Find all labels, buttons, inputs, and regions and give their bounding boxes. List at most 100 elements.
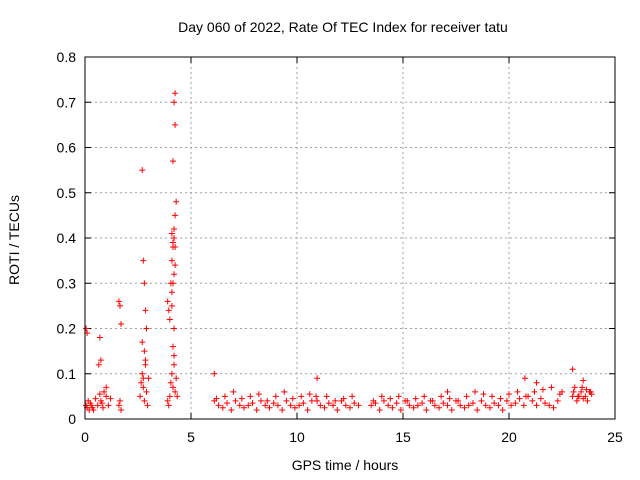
data-point: [96, 391, 103, 398]
data-point: [465, 402, 472, 409]
data-point: [171, 225, 178, 232]
data-point: [321, 404, 328, 411]
data-point: [107, 395, 114, 402]
data-point: [139, 370, 146, 377]
data-point: [165, 402, 172, 409]
chart-title: Day 060 of 2022, Rate Of TEC Index for r…: [178, 19, 508, 35]
data-point: [300, 400, 307, 407]
data-point: [393, 400, 400, 407]
y-tick-label: 0.5: [57, 185, 77, 201]
data-point: [457, 402, 464, 409]
data-point: [97, 357, 104, 364]
grid-lines: [85, 57, 615, 419]
data-point: [298, 393, 305, 400]
data-point: [115, 402, 122, 409]
data-point: [508, 402, 515, 409]
data-point: [279, 406, 286, 413]
data-point: [444, 402, 451, 409]
data-point: [169, 343, 176, 350]
data-point: [296, 402, 303, 409]
data-point: [164, 397, 171, 404]
data-point: [96, 334, 103, 341]
x-tick-label: 25: [607, 429, 623, 445]
data-point: [342, 402, 349, 409]
data-point: [283, 397, 290, 404]
data-point: [103, 393, 110, 400]
data-point: [100, 404, 107, 411]
data-point: [141, 348, 148, 355]
data-point: [172, 262, 179, 269]
data-point: [172, 121, 179, 128]
x-tick-label: 10: [289, 429, 305, 445]
data-point: [351, 400, 358, 407]
data-point: [171, 271, 178, 278]
data-point: [332, 397, 339, 404]
data-point: [469, 400, 476, 407]
data-point: [376, 406, 383, 413]
x-tick-label: 15: [395, 429, 411, 445]
data-point: [355, 402, 362, 409]
data-point: [140, 384, 147, 391]
data-point: [168, 302, 175, 309]
data-point: [495, 402, 502, 409]
plot-frame: [84, 56, 616, 420]
data-point: [139, 167, 146, 174]
data-point: [174, 393, 181, 400]
data-point: [168, 289, 175, 296]
y-axis-title: ROTI / TECUs: [6, 195, 22, 285]
data-point: [116, 302, 123, 309]
data-point: [546, 402, 553, 409]
data-point: [491, 400, 498, 407]
data-point: [281, 388, 288, 395]
data-point: [224, 400, 231, 407]
data-point: [514, 388, 521, 395]
data-point: [172, 90, 179, 97]
data-point: [247, 393, 254, 400]
data-point: [410, 404, 417, 411]
data-point: [522, 393, 529, 400]
data-point: [334, 406, 341, 413]
data-point: [230, 388, 237, 395]
data-point: [570, 388, 577, 395]
data-point: [245, 402, 252, 409]
data-point: [497, 395, 504, 402]
data-point: [314, 375, 321, 382]
data-point: [314, 397, 321, 404]
data-point: [211, 370, 218, 377]
data-point: [317, 402, 324, 409]
data-point: [520, 402, 527, 409]
data-point: [255, 391, 262, 398]
data-point: [145, 375, 152, 382]
data-point: [98, 400, 105, 407]
data-point: [347, 404, 353, 411]
data-point: [474, 406, 481, 413]
data-point: [463, 393, 470, 400]
data-point: [349, 393, 356, 400]
data-point: [172, 244, 179, 251]
data-point: [139, 339, 146, 346]
data-point: [143, 325, 150, 332]
data-point: [272, 393, 279, 400]
data-point: [584, 397, 591, 404]
data-point: [516, 395, 523, 402]
data-point: [228, 406, 235, 413]
data-point: [236, 402, 243, 409]
data-point: [579, 384, 586, 391]
data-points: [83, 90, 595, 413]
data-point: [521, 375, 528, 382]
data-point: [423, 406, 430, 413]
data-point: [169, 158, 176, 165]
data-point: [313, 393, 320, 400]
data-point: [164, 298, 171, 305]
data-point: [531, 388, 538, 395]
data-point: [412, 395, 419, 402]
data-point: [569, 393, 576, 400]
data-point: [378, 393, 385, 400]
data-point: [573, 397, 580, 404]
y-tick-label: 0.6: [57, 140, 77, 156]
y-tick-label: 0.2: [57, 321, 77, 337]
data-point: [397, 406, 404, 413]
data-point: [431, 402, 438, 409]
data-point: [414, 402, 421, 409]
